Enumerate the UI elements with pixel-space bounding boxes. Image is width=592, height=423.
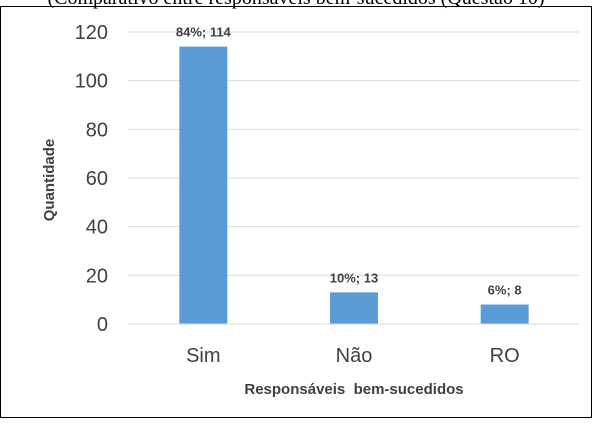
y-tick-label: 0 [97, 314, 108, 336]
x-tick-label: RO [490, 345, 520, 367]
x-tick-label: Sim [186, 345, 220, 367]
bar-sim [179, 46, 228, 324]
data-labels: 84%; 114 10%; 13 6%; 8 [176, 25, 522, 298]
y-axis-label: Quantidade [41, 139, 58, 222]
y-axis-ticks: 0 20 40 60 80 100 120 [75, 22, 108, 336]
y-tick-label: 40 [86, 217, 108, 239]
chart-border [0, 6, 592, 418]
bar-não [330, 292, 378, 324]
y-tick-label: 120 [75, 22, 108, 44]
y-tick-label: 20 [86, 265, 108, 287]
data-label: 6%; 8 [488, 283, 522, 298]
bars [179, 46, 529, 324]
x-axis-ticks: Sim Não RO [186, 345, 520, 367]
caption-fragment: (Comparativo entre responsáveis bem-suce… [47, 0, 544, 9]
x-tick-label: Não [336, 345, 373, 367]
y-tick-label: 100 [75, 71, 108, 93]
y-tick-label: 60 [86, 168, 108, 190]
bar-ro [480, 304, 529, 324]
data-label: 84%; 114 [176, 25, 232, 40]
y-tick-label: 80 [86, 119, 108, 141]
x-axis-label: Responsáveis bem-sucedidos [244, 381, 463, 398]
data-label: 10%; 13 [330, 270, 378, 285]
